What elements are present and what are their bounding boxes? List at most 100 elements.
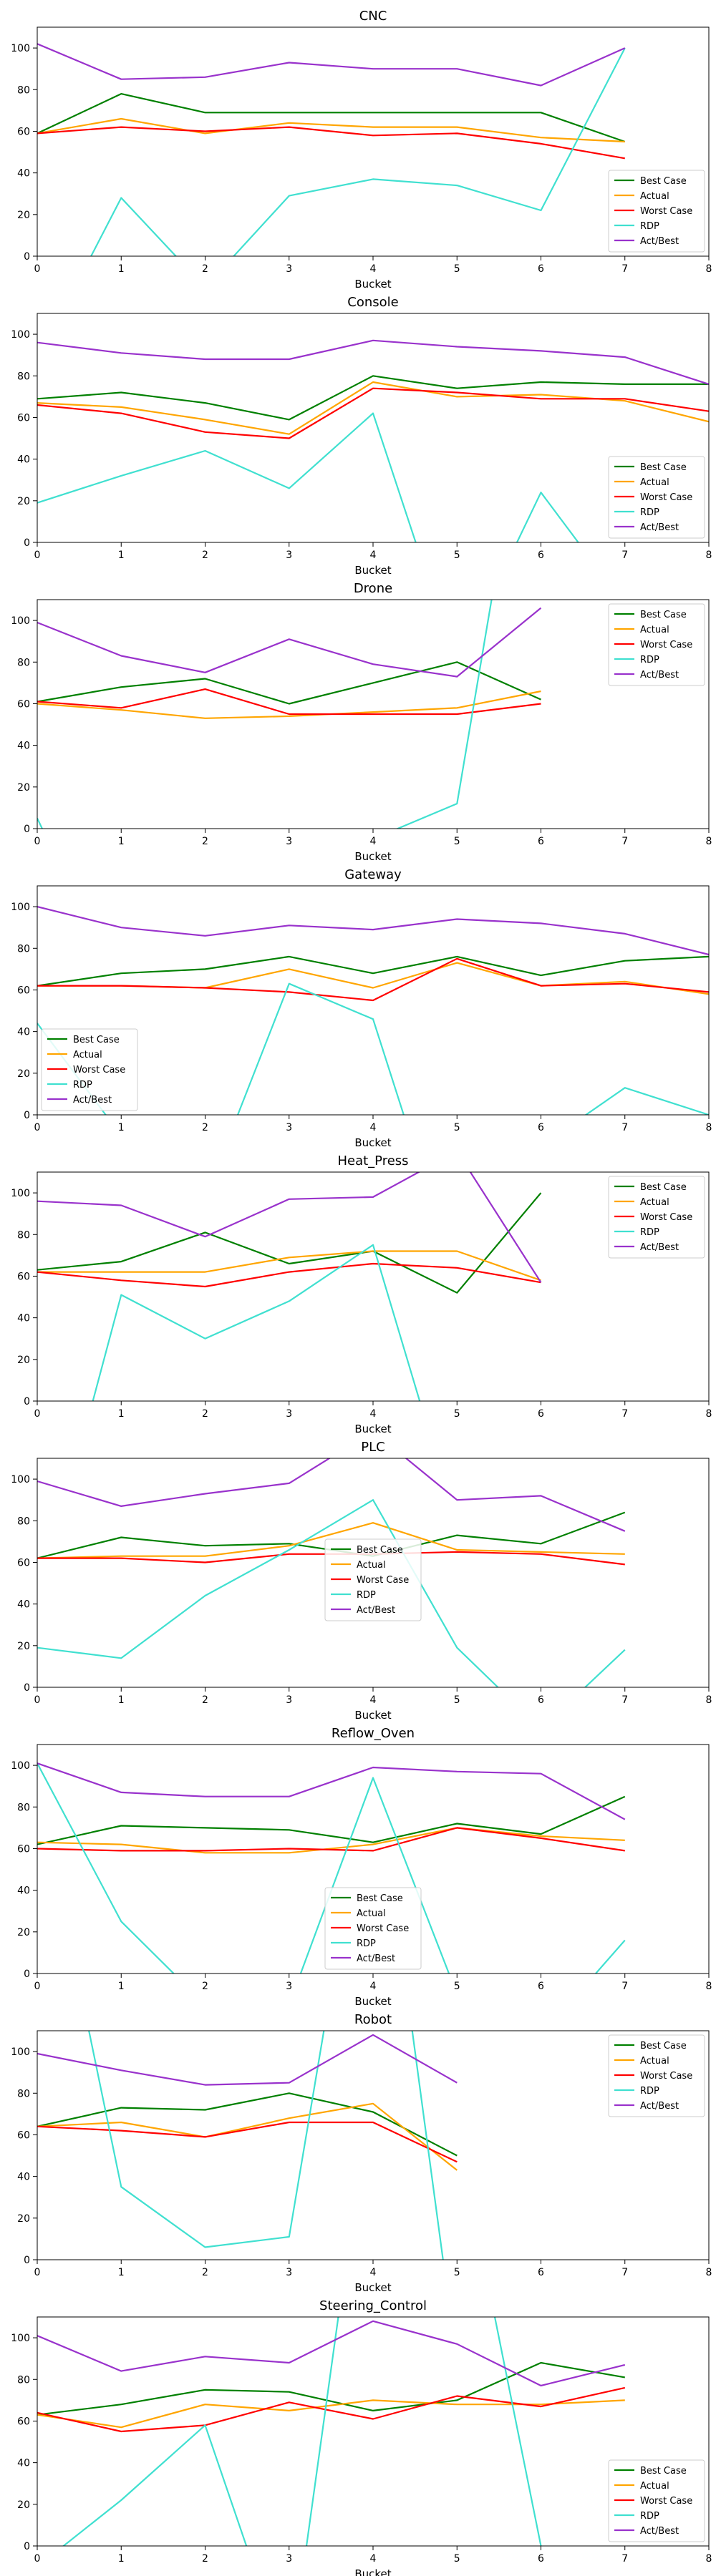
legend-label: RDP bbox=[357, 1590, 376, 1601]
series-line-rdp bbox=[37, 600, 493, 829]
y-tick-label: 0 bbox=[24, 1968, 30, 1980]
legend-label: Act/Best bbox=[640, 670, 679, 680]
x-tick-label: 3 bbox=[286, 550, 292, 561]
x-tick-label: 5 bbox=[454, 2267, 460, 2278]
x-tick-label: 7 bbox=[621, 550, 628, 561]
x-tick-label: 1 bbox=[118, 836, 125, 847]
chart-title: Robot bbox=[354, 2012, 392, 2027]
legend-label: Act/Best bbox=[357, 1953, 395, 1964]
y-tick-label: 80 bbox=[17, 84, 30, 96]
legend-label: Worst Case bbox=[73, 1065, 125, 1075]
y-tick-label: 20 bbox=[17, 1068, 30, 1080]
series-line-best-case bbox=[37, 955, 709, 987]
y-tick-label: 100 bbox=[11, 329, 30, 341]
y-tick-label: 100 bbox=[11, 615, 30, 627]
x-axis-label: Bucket bbox=[354, 1423, 391, 1435]
x-tick-label: 4 bbox=[370, 836, 377, 847]
series-line-best-case bbox=[37, 2092, 458, 2157]
x-axis-label: Bucket bbox=[354, 564, 391, 577]
y-tick-label: 80 bbox=[17, 1229, 30, 1241]
y-tick-label: 80 bbox=[17, 1802, 30, 1813]
legend-label: Actual bbox=[640, 2056, 669, 2067]
y-tick-label: 60 bbox=[17, 698, 30, 710]
x-tick-label: 6 bbox=[538, 836, 544, 847]
y-tick-label: 40 bbox=[17, 454, 30, 466]
legend: Best Case Actual Worst Case RDP Act/Best bbox=[324, 1887, 422, 1970]
plot-frame bbox=[37, 26, 710, 257]
y-tick-label: 100 bbox=[11, 2046, 30, 2058]
y-tick-label: 80 bbox=[17, 2374, 30, 2386]
x-tick-label: 8 bbox=[706, 1408, 712, 1420]
legend: Best Case Actual Worst Case RDP Act/Best bbox=[608, 2459, 705, 2542]
x-axis-label: Bucket bbox=[354, 278, 391, 291]
series-line-actual bbox=[37, 962, 709, 995]
legend-label: RDP bbox=[357, 1938, 376, 1949]
x-tick-label: 5 bbox=[454, 1122, 460, 1133]
series-line-rdp bbox=[90, 47, 626, 256]
x-tick-label: 1 bbox=[118, 1694, 125, 1706]
x-axis-label: Bucket bbox=[354, 850, 391, 863]
x-tick-label: 0 bbox=[34, 2553, 41, 2565]
x-tick-label: 3 bbox=[286, 2267, 292, 2278]
series-line-act-best bbox=[37, 1762, 626, 1820]
x-axis-label: Bucket bbox=[354, 2567, 391, 2576]
legend-label: Actual bbox=[640, 191, 669, 202]
legend-label: Worst Case bbox=[640, 2496, 692, 2507]
x-tick-label: 2 bbox=[202, 836, 208, 847]
x-tick-label: 6 bbox=[538, 263, 544, 275]
legend-label: Act/Best bbox=[640, 2526, 679, 2537]
series-line-act-best bbox=[37, 1172, 542, 1283]
x-tick-label: 8 bbox=[706, 1694, 712, 1706]
y-tick-label: 20 bbox=[17, 782, 30, 794]
x-tick-label: 2 bbox=[202, 1408, 208, 1420]
x-tick-label: 5 bbox=[454, 2553, 460, 2565]
legend-box bbox=[608, 170, 705, 253]
x-tick-label: 8 bbox=[706, 263, 712, 275]
chart-title: Steering_Control bbox=[319, 2298, 427, 2313]
y-tick-label: 40 bbox=[17, 1027, 30, 1038]
legend-label: Actual bbox=[640, 625, 669, 635]
legend-label: Best Case bbox=[640, 2041, 687, 2051]
y-tick-label: 60 bbox=[17, 1557, 30, 1568]
x-tick-label: 8 bbox=[706, 1122, 712, 1133]
x-axis-label: Bucket bbox=[354, 2281, 391, 2294]
series-line-best-case bbox=[37, 1192, 542, 1294]
legend: Best Case Actual Worst Case RDP Act/Best bbox=[324, 1538, 422, 1621]
chart-title: Drone bbox=[354, 581, 392, 596]
x-tick-label: 2 bbox=[202, 2267, 208, 2278]
y-tick-label: 0 bbox=[24, 2255, 30, 2266]
y-tick-label: 60 bbox=[17, 412, 30, 424]
y-tick-label: 40 bbox=[17, 1885, 30, 1897]
chart-title: CNC bbox=[359, 9, 387, 24]
legend-label: RDP bbox=[640, 2086, 659, 2097]
legend-label: Worst Case bbox=[357, 1923, 409, 1934]
legend-label: Actual bbox=[357, 1560, 386, 1571]
legend-label: Act/Best bbox=[640, 2101, 679, 2112]
x-tick-label: 5 bbox=[454, 1408, 460, 1420]
plot-frame bbox=[37, 2316, 710, 2547]
x-tick-label: 6 bbox=[538, 1122, 544, 1133]
y-tick-label: 100 bbox=[11, 1760, 30, 1772]
legend-label: Act/Best bbox=[357, 1605, 395, 1616]
y-tick-label: 80 bbox=[17, 371, 30, 382]
series-line-best-case bbox=[37, 375, 709, 421]
y-tick-label: 40 bbox=[17, 168, 30, 180]
x-tick-label: 4 bbox=[370, 1981, 377, 1992]
legend: Best Case Actual Worst Case RDP Act/Best bbox=[41, 1028, 138, 1111]
legend-label: Worst Case bbox=[640, 640, 692, 650]
x-tick-label: 7 bbox=[621, 263, 628, 275]
legend-label: Actual bbox=[640, 1197, 669, 1208]
y-tick-label: 0 bbox=[24, 251, 30, 263]
series-line-act-best bbox=[37, 339, 709, 385]
chart-title: Console bbox=[347, 295, 398, 310]
legend-box bbox=[608, 2034, 705, 2117]
x-tick-label: 3 bbox=[286, 263, 292, 275]
x-tick-label: 7 bbox=[621, 1981, 628, 1992]
legend-label: Act/Best bbox=[73, 1095, 112, 1106]
x-tick-label: 1 bbox=[118, 2553, 125, 2565]
x-tick-label: 7 bbox=[621, 2267, 628, 2278]
series-line-worst-case bbox=[37, 2121, 458, 2163]
plot-area bbox=[37, 339, 709, 542]
